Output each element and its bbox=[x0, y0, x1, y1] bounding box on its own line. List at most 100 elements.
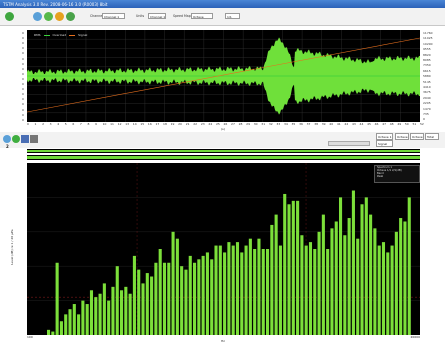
spectrum-bar bbox=[231, 245, 235, 335]
wave-right-tick: 9555 bbox=[423, 47, 431, 52]
wave-y-tick: 0 bbox=[22, 76, 24, 81]
wave-x-tick: 36 bbox=[299, 122, 303, 126]
wave-x-tick: 44 bbox=[359, 122, 364, 126]
mid-slider[interactable] bbox=[328, 141, 370, 146]
spectrum-bar bbox=[248, 238, 252, 335]
spectrum-bar bbox=[171, 231, 175, 335]
stop-icon[interactable] bbox=[30, 135, 38, 143]
wave-x-tick: 8 bbox=[87, 122, 90, 126]
spectrum-plot[interactable] bbox=[27, 163, 420, 335]
channel-label: Channel bbox=[90, 14, 104, 18]
octave-box-3[interactable]: Octave bbox=[410, 133, 424, 140]
wave-right-tick: 10290 bbox=[423, 41, 433, 46]
wave-x-tick: 23 bbox=[200, 122, 205, 126]
wave-x-tick: 16 bbox=[147, 122, 152, 126]
green-gear-icon[interactable] bbox=[5, 12, 14, 21]
spectrum-bar bbox=[364, 197, 368, 335]
wave-x-tick: 3 bbox=[49, 122, 52, 126]
signal-box[interactable]: Signal bbox=[376, 140, 393, 147]
spectrum-bar bbox=[360, 204, 364, 335]
wave-x-tick: 2 bbox=[42, 122, 45, 126]
waveform-svg bbox=[26, 30, 421, 122]
spectrum-bar bbox=[334, 221, 338, 335]
wave-y-tick: 0 bbox=[22, 56, 24, 61]
spectrum-bar bbox=[68, 309, 72, 335]
wave-x-tick: 43 bbox=[351, 122, 356, 126]
spectrum-bar bbox=[223, 252, 227, 335]
zoom-in-icon[interactable] bbox=[3, 135, 11, 143]
wave-y-tick: 0 bbox=[22, 61, 24, 66]
spectrum-bar bbox=[270, 224, 274, 335]
spectrum-bar bbox=[377, 245, 381, 335]
wave-x-tick: 39 bbox=[321, 122, 326, 126]
wave-x-tick: 22 bbox=[193, 122, 198, 126]
waveform-plot[interactable] bbox=[26, 30, 421, 122]
spectrum-x-label: Hz bbox=[221, 339, 225, 343]
spectrum-bar bbox=[197, 259, 201, 335]
spectrum-bar bbox=[218, 245, 222, 335]
zoom-icon[interactable] bbox=[33, 12, 42, 21]
spectrum-bar bbox=[89, 290, 94, 335]
wave-right-tick: 4410 bbox=[423, 85, 431, 89]
spectrum-bar bbox=[339, 197, 343, 335]
total-box[interactable]: Total bbox=[425, 133, 439, 140]
units-select[interactable]: Channel 1 bbox=[148, 13, 166, 19]
spectrum-bar bbox=[214, 245, 218, 335]
spectrum-bar bbox=[390, 245, 394, 335]
green-circle-icon[interactable] bbox=[12, 135, 20, 143]
spectrum-x-start: 100 bbox=[27, 335, 33, 339]
wave-x-tick: 6 bbox=[72, 122, 75, 126]
spectrum-legend-row-1: Octave 1/1 2/1(dB) bbox=[377, 169, 402, 172]
overview-strip-2[interactable] bbox=[27, 155, 420, 160]
speed-select[interactable]: Octave bbox=[191, 13, 213, 19]
wave-y-tick: 0 bbox=[22, 31, 24, 35]
wave-x-tick: 27 bbox=[231, 122, 235, 126]
spectrum-bar bbox=[175, 238, 179, 335]
spectrum-bar bbox=[128, 293, 132, 335]
spectrum-bar bbox=[201, 255, 205, 335]
spectrum-bar bbox=[120, 290, 124, 335]
wave-x-tick: 42 bbox=[344, 122, 349, 126]
spectrum-bar bbox=[308, 242, 313, 335]
waveform-overload-line bbox=[26, 37, 421, 113]
wave-x-tick: 34 bbox=[283, 122, 288, 126]
wave-x-tick: 35 bbox=[291, 122, 296, 126]
refresh-icon[interactable] bbox=[44, 12, 53, 21]
wave-x-tick: 28 bbox=[238, 122, 243, 126]
spectrum-bar bbox=[205, 252, 209, 335]
spectrum-bar bbox=[261, 249, 265, 335]
spectrum-bar bbox=[287, 204, 291, 335]
wave-y-tick: 0 bbox=[22, 82, 24, 86]
scale-select[interactable]: 1/1 bbox=[225, 13, 240, 19]
spectrum-bar bbox=[266, 249, 270, 335]
wave-x-tick: 37 bbox=[306, 122, 311, 126]
spectrum-bar bbox=[274, 214, 278, 335]
wave-x-tick: 52 bbox=[420, 122, 424, 126]
wave-x-tick: 20 bbox=[178, 122, 182, 126]
spectrum-y-label: Level (dB) re 1 / 20 µPa bbox=[10, 229, 14, 265]
wave-x-tick: 10 bbox=[102, 122, 107, 126]
wave-y-tick: 0 bbox=[22, 66, 24, 71]
spectrum-bar bbox=[321, 214, 325, 335]
wave-right-tick: 8820 bbox=[423, 52, 431, 57]
play-icon[interactable] bbox=[21, 135, 29, 143]
wave-x-tick: 12 bbox=[117, 122, 122, 126]
wave-right-tick: 7350 bbox=[423, 63, 431, 68]
octave-box-2[interactable]: Octave bbox=[395, 133, 409, 140]
octave-box-1[interactable]: Octave 1 bbox=[376, 133, 393, 140]
wave-y-tick: 0 bbox=[22, 87, 24, 92]
record-icon[interactable] bbox=[55, 12, 64, 21]
spectrum-bar bbox=[326, 249, 330, 335]
spectrum-bar bbox=[107, 300, 111, 335]
spectrum-bar bbox=[291, 200, 295, 335]
spectrum-bar bbox=[111, 286, 115, 335]
channel-select[interactable]: Channel 1 bbox=[102, 13, 125, 19]
spectrum-legend: Spectrum 1 Octave 1/1 2/1(dB) Band Peak bbox=[374, 165, 420, 183]
overview-strip[interactable] bbox=[27, 149, 420, 153]
spectrum-bar bbox=[394, 231, 398, 335]
spectrum-bar bbox=[253, 249, 257, 335]
waveform-x-label: (s) bbox=[221, 127, 225, 131]
spectrum-bar bbox=[356, 238, 360, 335]
drop-icon[interactable] bbox=[66, 12, 75, 21]
units-label: Units bbox=[136, 14, 145, 18]
